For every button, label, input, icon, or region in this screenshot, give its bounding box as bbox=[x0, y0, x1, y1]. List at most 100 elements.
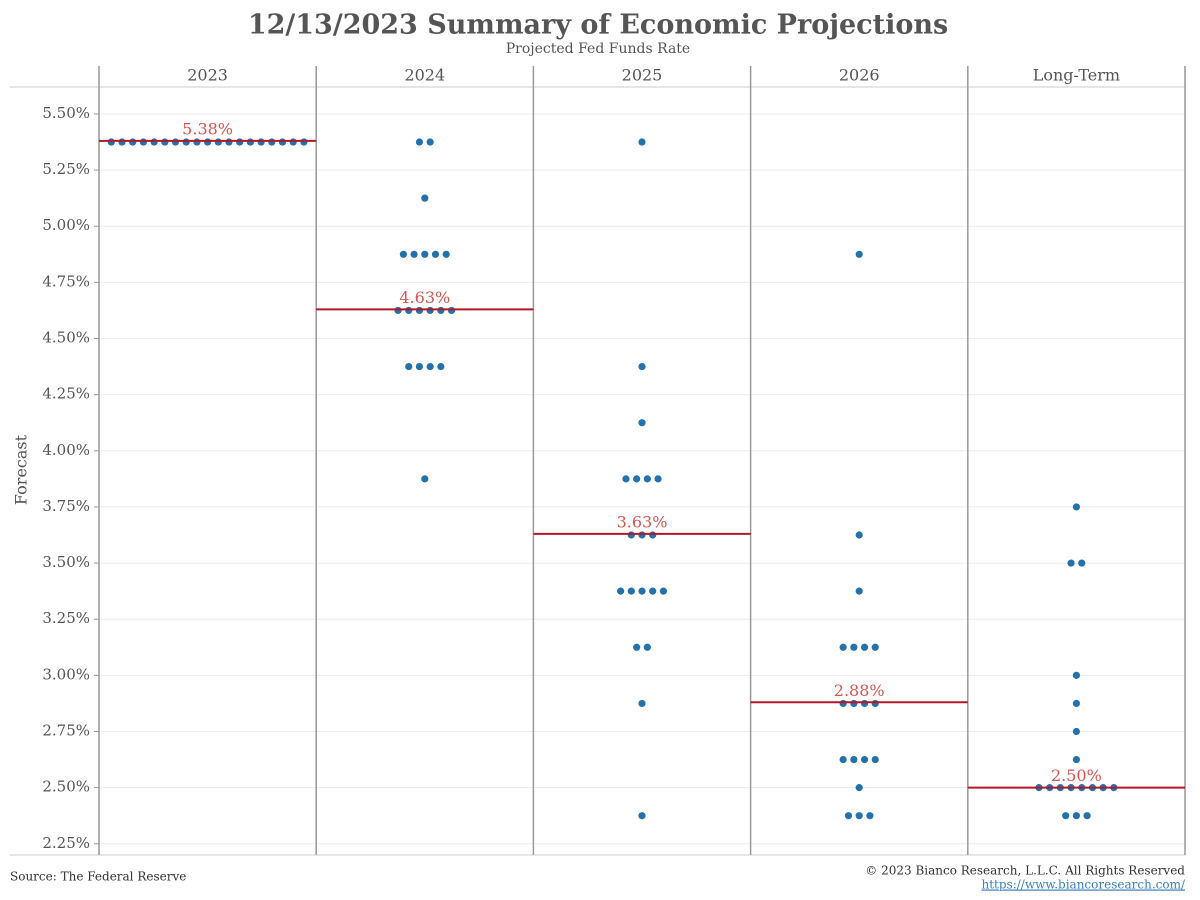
dot bbox=[1072, 671, 1080, 679]
dot bbox=[839, 755, 847, 764]
dot bbox=[654, 475, 662, 483]
dot bbox=[839, 699, 847, 708]
dot bbox=[421, 475, 429, 483]
dot bbox=[1072, 727, 1080, 736]
dot bbox=[139, 138, 147, 146]
column-header: 2024 bbox=[404, 66, 445, 85]
dot bbox=[855, 587, 863, 595]
dot bbox=[1072, 812, 1080, 820]
chart-title: 12/13/2023 Summary of Economic Projectio… bbox=[248, 10, 948, 41]
median-label: 5.38% bbox=[182, 119, 233, 138]
median-label: 3.63% bbox=[617, 512, 668, 531]
website-link[interactable]: https://www.biancoresearch.com/ bbox=[981, 878, 1185, 892]
dot bbox=[225, 138, 233, 146]
dot bbox=[426, 362, 434, 371]
y-tick-label: 2.50% bbox=[42, 778, 90, 796]
dot bbox=[850, 755, 858, 764]
dot bbox=[633, 643, 641, 651]
dot bbox=[300, 138, 308, 146]
dot bbox=[236, 138, 244, 146]
y-tick-label: 4.75% bbox=[42, 272, 90, 290]
dot bbox=[129, 138, 137, 146]
dot bbox=[617, 587, 625, 595]
dot bbox=[171, 138, 180, 146]
dot bbox=[421, 194, 429, 202]
dot bbox=[257, 138, 265, 146]
dot bbox=[410, 250, 418, 258]
median-label: 2.50% bbox=[1051, 766, 1102, 785]
dot bbox=[627, 587, 635, 595]
dot bbox=[871, 755, 879, 764]
column-header: 2026 bbox=[839, 66, 880, 85]
dot bbox=[431, 250, 440, 258]
dot bbox=[1072, 755, 1080, 764]
y-tick-label: 5.50% bbox=[42, 104, 90, 122]
dot bbox=[1067, 559, 1075, 567]
chart-subtitle: Projected Fed Funds Rate bbox=[506, 41, 690, 57]
y-tick-label: 5.25% bbox=[42, 160, 90, 178]
dot bbox=[268, 138, 276, 146]
dot bbox=[426, 306, 434, 315]
median-label: 2.88% bbox=[834, 681, 885, 700]
dot bbox=[638, 699, 646, 708]
y-tick-label: 3.50% bbox=[42, 553, 90, 571]
dot bbox=[437, 362, 445, 371]
dot bbox=[844, 812, 853, 820]
dot bbox=[638, 812, 646, 820]
dot bbox=[415, 362, 424, 371]
y-axis-label: Forecast bbox=[12, 434, 31, 505]
median-label: 4.63% bbox=[399, 288, 450, 307]
dot bbox=[659, 587, 668, 595]
dot bbox=[1072, 699, 1080, 708]
dot bbox=[871, 699, 879, 708]
dot bbox=[399, 250, 407, 258]
dot bbox=[1078, 559, 1086, 567]
dot bbox=[246, 138, 254, 146]
y-tick-label: 3.75% bbox=[42, 497, 90, 515]
y-tick-label: 2.25% bbox=[42, 834, 90, 852]
dot bbox=[118, 138, 126, 146]
dot bbox=[850, 699, 858, 708]
dot bbox=[421, 250, 429, 258]
y-tick-label: 5.00% bbox=[42, 216, 90, 234]
dot bbox=[643, 643, 651, 651]
dot bbox=[622, 475, 630, 483]
dot bbox=[150, 138, 158, 146]
dot bbox=[871, 643, 879, 651]
dot bbox=[442, 250, 450, 258]
dot bbox=[426, 138, 434, 146]
column-header: Long-Term bbox=[1033, 66, 1120, 85]
dot bbox=[855, 531, 863, 539]
dot bbox=[193, 138, 201, 146]
dot bbox=[866, 812, 874, 820]
dot bbox=[855, 784, 863, 792]
y-tick-label: 3.00% bbox=[42, 665, 90, 683]
dot bbox=[204, 138, 212, 146]
dot bbox=[855, 812, 863, 820]
dot bbox=[447, 306, 456, 315]
dot bbox=[1083, 812, 1091, 820]
dot bbox=[638, 587, 646, 595]
y-tick-label: 3.25% bbox=[42, 609, 90, 627]
dot bbox=[1062, 812, 1070, 820]
dot bbox=[627, 531, 635, 539]
dot bbox=[860, 643, 869, 651]
dot bbox=[649, 587, 657, 595]
dot bbox=[638, 419, 646, 427]
source-note: Source: The Federal Reserve bbox=[10, 870, 186, 884]
dot bbox=[855, 250, 863, 258]
dot bbox=[405, 306, 413, 315]
copyright: © 2023 Bianco Research, L.L.C. All Right… bbox=[865, 864, 1185, 878]
dot bbox=[860, 699, 869, 708]
dot bbox=[649, 531, 657, 539]
dot bbox=[638, 531, 646, 539]
dot bbox=[633, 475, 641, 483]
y-tick-label: 4.50% bbox=[42, 329, 90, 347]
dot bbox=[161, 138, 169, 146]
dot bbox=[394, 306, 402, 315]
dot bbox=[839, 643, 847, 651]
dot bbox=[278, 138, 287, 146]
dot bbox=[107, 138, 115, 146]
column-header: 2025 bbox=[622, 66, 663, 85]
